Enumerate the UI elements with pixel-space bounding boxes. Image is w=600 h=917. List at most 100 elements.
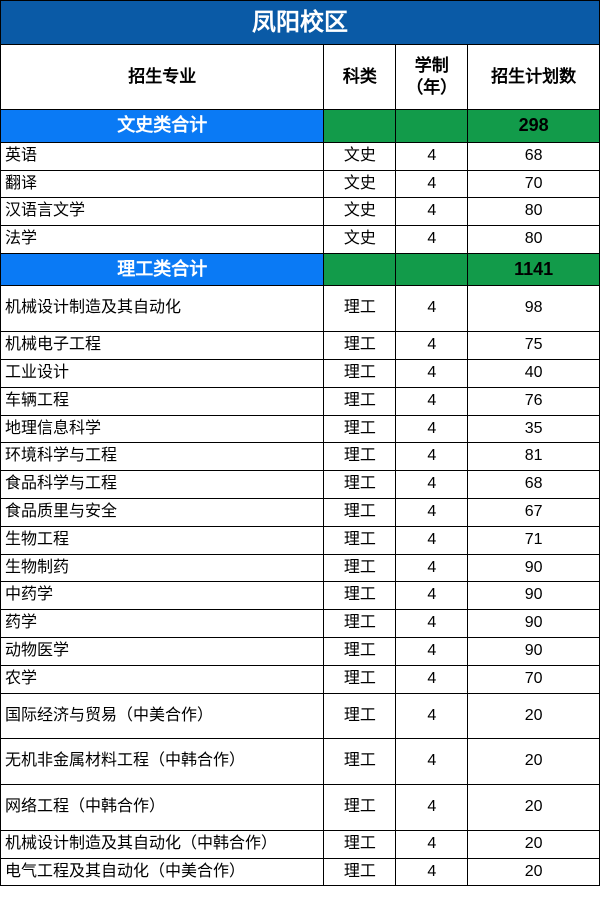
cell-quota: 68 [468, 471, 600, 499]
table-row: 生物工程理工471 [1, 526, 600, 554]
subtotal-empty [324, 110, 396, 142]
cell-category: 理工 [324, 693, 396, 739]
cell-major: 机械电子工程 [1, 332, 324, 360]
col-duration: 学制（年） [396, 45, 468, 110]
cell-category: 理工 [324, 471, 396, 499]
cell-duration: 4 [396, 170, 468, 198]
cell-category: 理工 [324, 526, 396, 554]
table-row: 机械设计制造及其自动化理工498 [1, 286, 600, 332]
cell-quota: 20 [468, 739, 600, 785]
cell-quota: 90 [468, 610, 600, 638]
cell-major: 食品科学与工程 [1, 471, 324, 499]
cell-category: 理工 [324, 665, 396, 693]
cell-major: 无机非金属材料工程（中韩合作） [1, 739, 324, 785]
table-row: 中药学理工490 [1, 582, 600, 610]
subtotal-row: 理工类合计 1141 [1, 253, 600, 285]
cell-quota: 70 [468, 665, 600, 693]
cell-category: 理工 [324, 858, 396, 886]
cell-category: 理工 [324, 582, 396, 610]
table-row: 农学理工470 [1, 665, 600, 693]
subtotal-empty [324, 253, 396, 285]
cell-category: 理工 [324, 387, 396, 415]
table-row: 汉语言文学文史480 [1, 198, 600, 226]
col-quota: 招生计划数 [468, 45, 600, 110]
cell-quota: 67 [468, 498, 600, 526]
cell-duration: 4 [396, 785, 468, 831]
cell-duration: 4 [396, 610, 468, 638]
cell-duration: 4 [396, 387, 468, 415]
subtotal-label: 文史类合计 [1, 110, 324, 142]
table-row: 机械设计制造及其自动化（中韩合作）理工420 [1, 830, 600, 858]
cell-quota: 80 [468, 226, 600, 254]
subtotal-empty [396, 110, 468, 142]
cell-duration: 4 [396, 142, 468, 170]
cell-category: 理工 [324, 610, 396, 638]
cell-quota: 90 [468, 637, 600, 665]
cell-major: 地理信息科学 [1, 415, 324, 443]
subtotal-row: 文史类合计 298 [1, 110, 600, 142]
cell-quota: 20 [468, 858, 600, 886]
subtotal-value: 298 [468, 110, 600, 142]
cell-category: 理工 [324, 637, 396, 665]
cell-duration: 4 [396, 359, 468, 387]
cell-category: 理工 [324, 359, 396, 387]
cell-category: 理工 [324, 332, 396, 360]
cell-major: 农学 [1, 665, 324, 693]
cell-quota: 81 [468, 443, 600, 471]
subtotal-empty [396, 253, 468, 285]
subtotal-label: 理工类合计 [1, 253, 324, 285]
cell-major: 汉语言文学 [1, 198, 324, 226]
cell-category: 文史 [324, 198, 396, 226]
table-row: 工业设计理工440 [1, 359, 600, 387]
cell-quota: 20 [468, 785, 600, 831]
cell-duration: 4 [396, 332, 468, 360]
cell-duration: 4 [396, 830, 468, 858]
cell-duration: 4 [396, 858, 468, 886]
cell-duration: 4 [396, 637, 468, 665]
cell-category: 理工 [324, 830, 396, 858]
campus-title: 凤阳校区 [1, 1, 600, 45]
cell-duration: 4 [396, 415, 468, 443]
cell-major: 机械设计制造及其自动化（中韩合作） [1, 830, 324, 858]
table-row: 车辆工程理工476 [1, 387, 600, 415]
table-row: 英语文史468 [1, 142, 600, 170]
cell-duration: 4 [396, 582, 468, 610]
cell-category: 理工 [324, 554, 396, 582]
cell-quota: 76 [468, 387, 600, 415]
cell-duration: 4 [396, 554, 468, 582]
table-row: 网络工程（中韩合作）理工420 [1, 785, 600, 831]
cell-duration: 4 [396, 443, 468, 471]
cell-quota: 70 [468, 170, 600, 198]
cell-category: 理工 [324, 443, 396, 471]
cell-duration: 4 [396, 471, 468, 499]
cell-category: 理工 [324, 498, 396, 526]
cell-quota: 20 [468, 693, 600, 739]
table-row: 国际经济与贸易（中美合作）理工420 [1, 693, 600, 739]
cell-quota: 80 [468, 198, 600, 226]
cell-quota: 90 [468, 554, 600, 582]
table-row: 药学理工490 [1, 610, 600, 638]
cell-quota: 20 [468, 830, 600, 858]
table-row: 动物医学理工490 [1, 637, 600, 665]
cell-category: 理工 [324, 415, 396, 443]
table-row: 地理信息科学理工435 [1, 415, 600, 443]
cell-category: 文史 [324, 170, 396, 198]
cell-major: 药学 [1, 610, 324, 638]
cell-duration: 4 [396, 198, 468, 226]
subtotal-value: 1141 [468, 253, 600, 285]
header-row: 招生专业科类学制（年）招生计划数 [1, 45, 600, 110]
cell-duration: 4 [396, 693, 468, 739]
cell-quota: 75 [468, 332, 600, 360]
cell-major: 生物工程 [1, 526, 324, 554]
cell-duration: 4 [396, 286, 468, 332]
cell-major: 工业设计 [1, 359, 324, 387]
cell-major: 法学 [1, 226, 324, 254]
table-row: 无机非金属材料工程（中韩合作）理工420 [1, 739, 600, 785]
col-major: 招生专业 [1, 45, 324, 110]
cell-major: 食品质里与安全 [1, 498, 324, 526]
cell-duration: 4 [396, 526, 468, 554]
cell-quota: 40 [468, 359, 600, 387]
cell-duration: 4 [396, 498, 468, 526]
cell-duration: 4 [396, 226, 468, 254]
cell-major: 英语 [1, 142, 324, 170]
